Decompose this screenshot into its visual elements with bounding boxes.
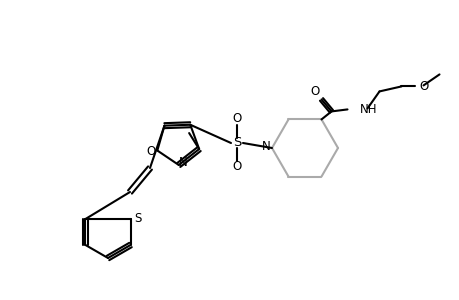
Text: NH: NH	[359, 103, 376, 116]
Text: S: S	[134, 212, 141, 226]
Text: O: O	[232, 112, 241, 125]
Text: O: O	[146, 145, 156, 158]
Text: N: N	[178, 157, 187, 169]
Text: N: N	[262, 140, 270, 154]
Text: O: O	[310, 85, 319, 98]
Text: S: S	[232, 136, 241, 149]
Text: O: O	[232, 160, 241, 173]
Text: O: O	[419, 80, 428, 93]
